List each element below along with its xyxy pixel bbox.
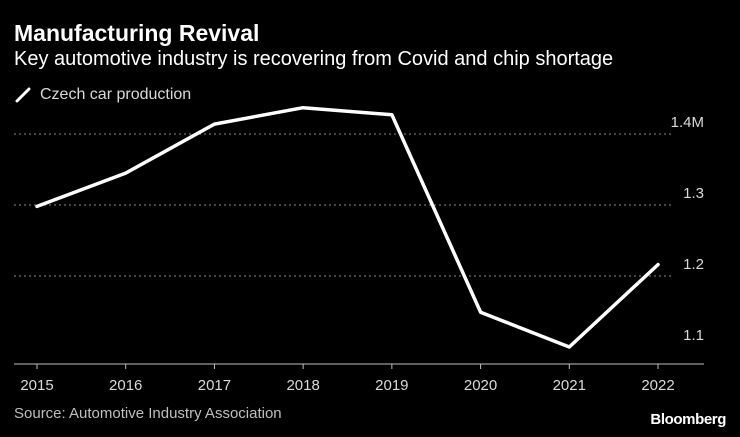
x-tick-label: 2021 — [553, 377, 586, 394]
y-tick-label: 1.1 — [683, 327, 704, 344]
data-point — [35, 204, 39, 208]
data-point — [390, 113, 394, 117]
x-tick-label: 2017 — [198, 377, 231, 394]
y-tick-label: 1.2 — [683, 256, 704, 273]
x-tick-label: 2016 — [109, 377, 142, 394]
series-line-czech-car-production — [35, 105, 660, 349]
y-axis-labels: 1.4M 1.3 1.2 1.1 — [671, 114, 704, 344]
data-point — [479, 310, 483, 314]
x-tick-label: 2022 — [641, 377, 674, 394]
data-point — [301, 106, 305, 110]
y-tick-label: 1.4M — [671, 114, 704, 131]
legend-label: Czech car production — [40, 86, 192, 103]
bloomberg-logo: Bloomberg — [650, 411, 726, 428]
x-axis: 2015 2016 2017 2018 2019 2020 2021 2022 — [14, 363, 704, 394]
x-tick-label: 2020 — [464, 377, 497, 394]
data-point — [124, 171, 128, 175]
data-point — [567, 345, 571, 349]
y-tick-label: 1.3 — [683, 185, 704, 202]
chart-subtitle: Key automotive industry is recovering fr… — [14, 48, 614, 70]
legend: Czech car production — [14, 86, 191, 104]
x-tick-label: 2015 — [20, 377, 53, 394]
x-tick-label: 2019 — [375, 377, 408, 394]
legend-swatch-icon — [15, 87, 31, 103]
chart-title: Manufacturing Revival — [14, 20, 260, 46]
gridlines — [14, 133, 672, 277]
series-layer — [35, 105, 660, 349]
data-point — [212, 122, 216, 126]
data-point — [656, 263, 660, 267]
x-tick-label: 2018 — [286, 377, 319, 394]
source-note: Source: Automotive Industry Association — [14, 405, 282, 422]
